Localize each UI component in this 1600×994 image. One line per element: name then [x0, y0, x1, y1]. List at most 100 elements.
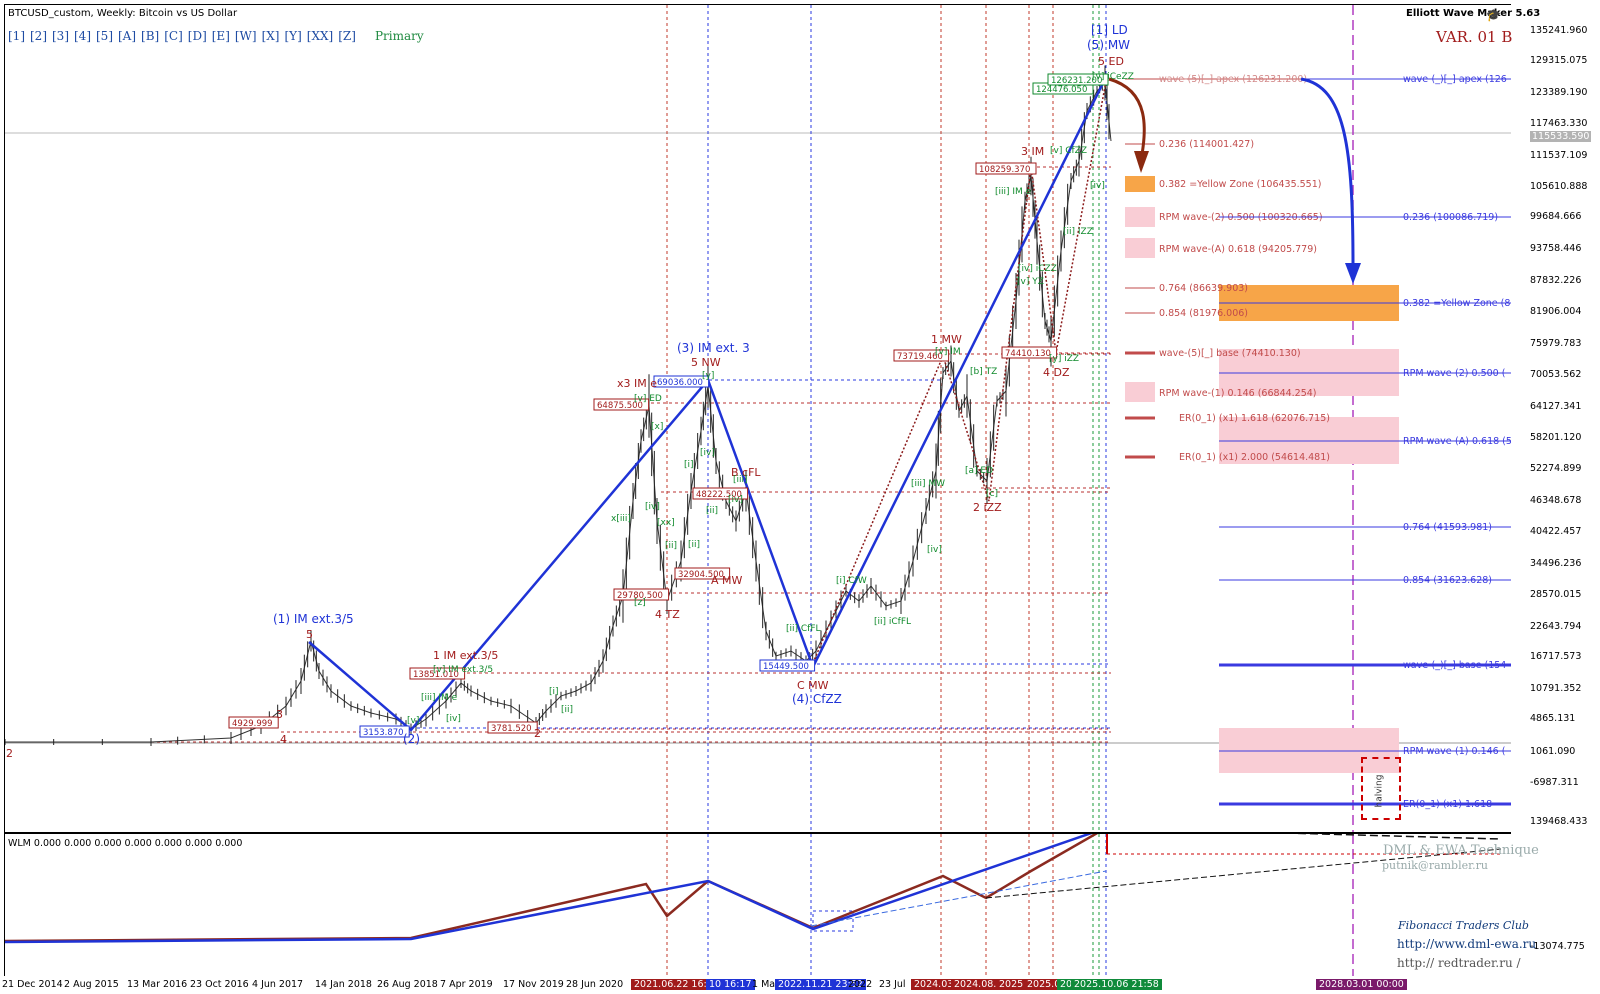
watermark-email: putnik@rambler.ru [1382, 859, 1489, 872]
wave-degree-button[interactable]: [B] [141, 29, 160, 43]
wave-label-red: 5 ED [1098, 55, 1124, 68]
price-tick-label: 16717.573 [1530, 651, 1582, 662]
price-tick-label: 10791.352 [1530, 683, 1582, 694]
club-url[interactable]: http://www.dml-ewa.ru [1397, 937, 1537, 951]
price-tick-label: 105610.888 [1530, 181, 1588, 192]
time-tick-label: 2022.11.21 23:52 [775, 979, 866, 990]
wave-label-green: [a] ED [965, 466, 993, 476]
wlm-blue-line [5, 834, 1093, 944]
oscillator-canvas[interactable] [5, 834, 1511, 977]
price-tick-label: 4865.131 [1530, 713, 1576, 724]
price-box-frame [228, 716, 279, 729]
active-degree-button[interactable]: Primary [374, 29, 424, 43]
graduation-cap-icon[interactable]: 🎓 [1486, 8, 1501, 22]
wave-degree-button[interactable]: [A] [118, 29, 137, 43]
wave-label-green: [v] YZ [1017, 277, 1044, 287]
wave-degree-button[interactable]: [3] [52, 29, 69, 43]
wave-label-green: [ii] [665, 541, 677, 551]
price-box: 74410.130 [1001, 346, 1058, 359]
time-tick-label: 2025.04 [1024, 979, 1070, 990]
time-tick-label: 20 [1057, 979, 1076, 990]
wave-label-red: 1 MW [931, 333, 962, 346]
price-tick-label: 40422.457 [1530, 526, 1582, 537]
wave-degree-button[interactable]: [2] [30, 29, 47, 43]
price-box: 29780.500 [613, 588, 670, 601]
wave-degree-button[interactable]: [Y] [284, 29, 302, 43]
time-tick-label: 7 Apr 2019 [440, 979, 493, 990]
wlm-projection [985, 848, 1502, 899]
price-box: 32904.500 [674, 567, 731, 580]
price-tick-label: 81906.004 [1530, 306, 1582, 317]
price-tick-label: 111537.109 [1530, 150, 1588, 161]
wave-label-green: [iv] [1090, 181, 1105, 191]
price-box-value: 32904.500 [678, 570, 724, 580]
fib-level-label: RPM wave-(A) 0.618 (94205.779) [1159, 244, 1317, 255]
wave-label-green: [v] iCeZZ [1092, 72, 1134, 82]
price-tick-label: 52274.899 [1530, 463, 1582, 474]
wave-label-green: [iv] [700, 448, 715, 458]
wlm-projection [1294, 834, 1502, 840]
price-box: 13851.010 [409, 667, 466, 680]
price-axis[interactable]: 135241.960 129315.075 123389.190 117463.330… [1511, 0, 1600, 994]
redtrader-url[interactable]: http:// redtrader.ru / [1397, 956, 1521, 970]
wave-label-green: [iii] IM e [421, 693, 458, 703]
price-tick-label: 75979.783 [1530, 338, 1582, 349]
wave-degree-button[interactable]: [W] [234, 29, 257, 43]
fib-level-label-big: 0.854 (31623.628) [1403, 575, 1492, 586]
time-tick-label: 2025 [996, 979, 1027, 990]
price-tick-label: 22643.794 [1530, 621, 1582, 632]
time-tick-label: 2025.10.06 21:58 [1071, 979, 1162, 990]
price-box-value: 29780.500 [617, 591, 663, 601]
wave-label-green: [iii] MW [911, 479, 945, 489]
fib-level-label-big: ER(0_1) (x1) 1.618 [1403, 799, 1492, 810]
wave-label-green: [v] [407, 716, 419, 726]
projection-arrow-blue [1300, 77, 1355, 267]
fib-level-label: wave-(5)[_] base (74410.130) [1159, 348, 1301, 359]
wave-label-green: [v] IM [935, 347, 961, 357]
price-box-value: 124476.050 [1036, 85, 1087, 95]
wave-label-blue: [1] LD [1091, 23, 1128, 37]
wave-label-red: 5 NW [691, 356, 721, 369]
price-box-frame [692, 487, 749, 500]
price-box-frame [593, 398, 650, 411]
wave-degree-button[interactable]: [4] [74, 29, 91, 43]
time-tick-label: 1 Ma [752, 979, 776, 990]
time-tick-label: 28 Jun 2020 [566, 979, 624, 990]
wave-degree-button[interactable]: [XX] [306, 29, 334, 43]
current-price-badge: 115533.590 [1530, 131, 1592, 142]
wave-degree-toolbar: [1] [2] [3] [4] [5] [A] [B] [C] [D] [E] [W] [X] [Y] [… [8, 29, 429, 43]
price-chart-canvas[interactable]: wave-(5)[_] apex (126231.200) 0.236 (1140… [5, 5, 1511, 832]
price-box-value: 69036.000 [657, 378, 703, 388]
wave-label-green: [xx] [657, 518, 675, 528]
price-tick-label: 123389.190 [1530, 87, 1588, 98]
rpm-zone-small [1125, 238, 1155, 258]
time-tick-label: 17 Nov 2019 [503, 979, 564, 990]
fib-level-label: 0.854 (81976.006) [1159, 308, 1248, 319]
wave-degree-button[interactable]: [5] [96, 29, 113, 43]
price-tick-label: 93758.446 [1530, 243, 1582, 254]
wave-degree-button[interactable]: [X] [261, 29, 280, 43]
fib-level-label: 0.236 (114001.427) [1159, 139, 1254, 150]
wave-label-blue: (5) MW [1087, 38, 1130, 52]
wave-label-green: [y] [702, 371, 714, 381]
time-tick-label: 23 Oct 2016 [190, 979, 249, 990]
wave-degree-button[interactable]: [C] [164, 29, 183, 43]
price-box-value: 3153.870 [363, 728, 404, 738]
fib-level-label-big: 0.764 (41593.981) [1403, 522, 1492, 533]
wave-degree-button[interactable]: [D] [187, 29, 207, 43]
wave-degree-button[interactable]: [E] [211, 29, 230, 43]
price-chart-panel[interactable]: wave-(5)[_] apex (126231.200) 0.236 (1140… [4, 4, 1512, 833]
price-box: 15449.500 [759, 659, 816, 672]
price-tick-label: 58201.120 [1530, 432, 1582, 443]
wave-label-blue: (4) CfZZ [792, 692, 842, 706]
wave-degree-button[interactable]: [Z] [338, 29, 356, 43]
wave-degree-button[interactable]: [1] [8, 29, 25, 43]
wave-label-green: [iii] IM e [995, 187, 1032, 197]
wave-label-green: [ii] IZZ [1063, 227, 1093, 237]
price-box: 3153.870 [359, 725, 410, 738]
wave-label-red: 1 IM ext.3/5 [433, 649, 498, 662]
oscillator-panel[interactable] [4, 833, 1512, 978]
price-box-value: 48222.500 [696, 490, 742, 500]
price-box-frame [759, 659, 816, 672]
